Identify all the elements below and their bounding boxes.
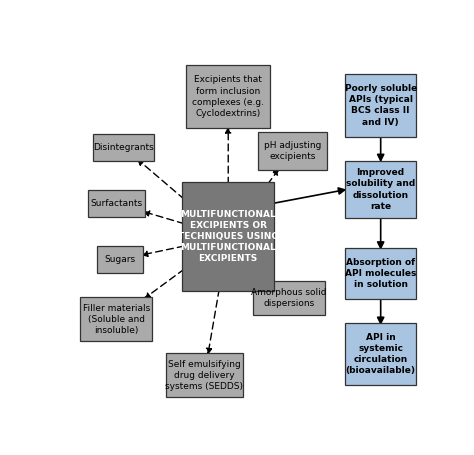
FancyBboxPatch shape — [97, 247, 143, 273]
Text: Sugars: Sugars — [104, 255, 136, 264]
Text: pH adjusting
excipients: pH adjusting excipients — [264, 141, 321, 161]
FancyBboxPatch shape — [88, 190, 145, 217]
FancyBboxPatch shape — [345, 324, 417, 385]
Text: Improved
solubility and
dissolution
rate: Improved solubility and dissolution rate — [346, 168, 415, 211]
FancyBboxPatch shape — [345, 248, 417, 299]
Text: API in
systemic
circulation
(bioavailable): API in systemic circulation (bioavailabl… — [346, 333, 416, 375]
Text: Absorption of
API molecules
in solution: Absorption of API molecules in solution — [345, 258, 416, 289]
Text: MULTIFUNCTIONAL
EXCIPIENTS OR
TECHNIQUES USING
MULTIFUNCTIONAL
EXCIPIENTS: MULTIFUNCTIONAL EXCIPIENTS OR TECHNIQUES… — [178, 210, 279, 263]
FancyBboxPatch shape — [345, 74, 417, 137]
Text: Disintegrants: Disintegrants — [93, 143, 154, 152]
Text: Excipients that
form inclusion
complexes (e.g.
Cyclodextrins): Excipients that form inclusion complexes… — [192, 76, 264, 118]
Text: Surfactants: Surfactants — [90, 199, 142, 208]
FancyBboxPatch shape — [345, 161, 417, 218]
FancyBboxPatch shape — [93, 134, 154, 161]
FancyBboxPatch shape — [253, 282, 325, 315]
FancyBboxPatch shape — [258, 131, 328, 170]
FancyBboxPatch shape — [186, 65, 271, 128]
FancyBboxPatch shape — [81, 297, 152, 341]
FancyBboxPatch shape — [182, 182, 274, 291]
Text: Filler materials
(Soluble and
insoluble): Filler materials (Soluble and insoluble) — [82, 303, 150, 335]
Text: Self emulsifying
drug delivery
systems (SEDDS): Self emulsifying drug delivery systems (… — [165, 359, 243, 391]
FancyBboxPatch shape — [166, 353, 243, 397]
Text: Amorphous solid
dispersions: Amorphous solid dispersions — [251, 288, 327, 308]
Text: Poorly soluble
APIs (typical
BCS class II
and IV): Poorly soluble APIs (typical BCS class I… — [345, 84, 417, 126]
